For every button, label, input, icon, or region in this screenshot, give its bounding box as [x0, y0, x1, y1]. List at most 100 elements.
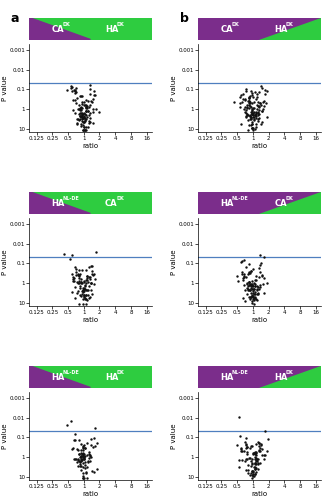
- Point: [69, 288, 75, 296]
- Point: [86, 98, 91, 106]
- Point: [75, 115, 80, 123]
- Point: [252, 282, 258, 290]
- Polygon shape: [260, 18, 321, 40]
- Point: [254, 460, 259, 468]
- Point: [247, 286, 252, 294]
- Point: [245, 466, 250, 474]
- Point: [245, 280, 250, 288]
- Point: [251, 448, 257, 456]
- Point: [252, 460, 257, 468]
- Point: [256, 115, 261, 123]
- Point: [244, 434, 249, 442]
- Point: [252, 290, 258, 298]
- Point: [79, 100, 85, 108]
- Point: [247, 454, 252, 462]
- Point: [240, 456, 245, 464]
- Point: [94, 248, 99, 256]
- Point: [254, 296, 260, 304]
- Point: [253, 440, 259, 448]
- Text: HA: HA: [105, 373, 119, 382]
- Point: [252, 279, 257, 287]
- Point: [252, 282, 257, 290]
- Point: [81, 456, 86, 464]
- Point: [93, 424, 98, 432]
- Point: [244, 284, 249, 292]
- Point: [73, 436, 78, 444]
- Point: [248, 116, 253, 124]
- Point: [79, 279, 84, 287]
- Point: [89, 434, 94, 442]
- Point: [87, 275, 93, 283]
- Point: [251, 470, 256, 478]
- Point: [258, 99, 263, 107]
- Point: [250, 126, 256, 134]
- Point: [254, 108, 259, 116]
- Point: [243, 455, 249, 463]
- Point: [251, 124, 256, 132]
- Point: [255, 455, 260, 463]
- X-axis label: ratio: ratio: [82, 142, 98, 148]
- Point: [91, 96, 96, 104]
- Point: [240, 274, 246, 281]
- Polygon shape: [29, 18, 90, 40]
- Point: [250, 110, 255, 118]
- Text: DK: DK: [231, 22, 239, 27]
- Point: [86, 454, 91, 462]
- Polygon shape: [198, 366, 321, 388]
- Point: [244, 448, 249, 456]
- Point: [253, 296, 258, 304]
- Point: [238, 120, 244, 128]
- Point: [75, 278, 80, 286]
- Point: [69, 445, 74, 453]
- Point: [78, 112, 83, 120]
- Polygon shape: [29, 18, 152, 40]
- Point: [83, 266, 88, 274]
- Point: [254, 122, 259, 130]
- Point: [251, 284, 257, 292]
- Point: [83, 126, 88, 134]
- Point: [82, 100, 87, 108]
- Point: [84, 452, 89, 460]
- Point: [78, 278, 83, 286]
- Point: [253, 110, 259, 118]
- Point: [76, 106, 81, 114]
- Point: [252, 112, 257, 120]
- Point: [249, 474, 255, 482]
- Point: [75, 105, 81, 113]
- Point: [249, 456, 255, 464]
- Text: DK: DK: [285, 196, 293, 201]
- Point: [72, 283, 77, 291]
- Point: [241, 448, 247, 456]
- Point: [71, 274, 76, 281]
- Point: [80, 290, 85, 298]
- Point: [88, 452, 93, 460]
- Point: [79, 110, 85, 118]
- Point: [92, 270, 97, 278]
- Point: [80, 446, 86, 454]
- Point: [244, 264, 249, 272]
- Point: [74, 118, 79, 126]
- Point: [252, 290, 257, 298]
- Point: [252, 465, 257, 473]
- Point: [245, 98, 250, 106]
- Point: [84, 106, 89, 114]
- Point: [246, 469, 251, 477]
- Point: [82, 126, 87, 134]
- Point: [89, 453, 94, 461]
- Point: [241, 90, 246, 98]
- Point: [250, 459, 255, 467]
- Point: [77, 458, 82, 466]
- Point: [239, 270, 244, 278]
- Point: [95, 465, 100, 473]
- Point: [80, 474, 85, 482]
- Point: [69, 83, 74, 91]
- Point: [83, 103, 88, 111]
- Point: [250, 92, 255, 100]
- Point: [252, 470, 258, 478]
- Point: [231, 98, 237, 106]
- Point: [262, 86, 268, 94]
- Point: [78, 462, 83, 469]
- Point: [71, 436, 76, 444]
- Point: [85, 286, 90, 294]
- Point: [253, 276, 258, 284]
